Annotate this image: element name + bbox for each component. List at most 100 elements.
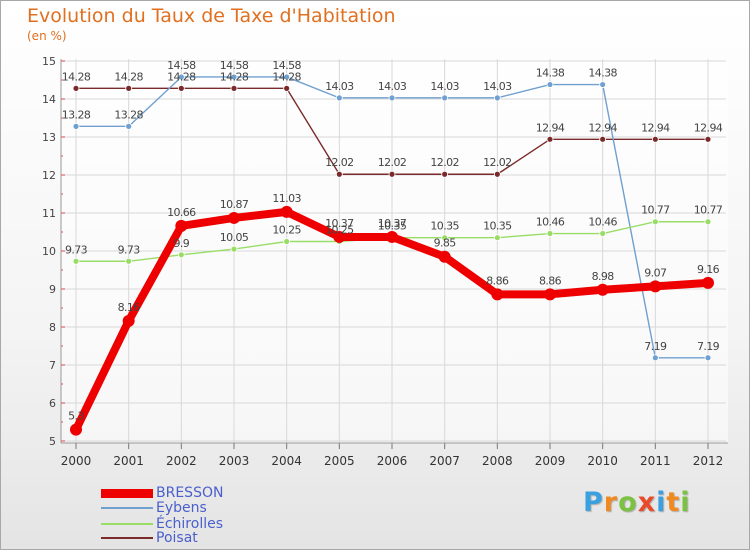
data-point-eybens [441,94,449,102]
legend-swatch-eybens [101,507,153,509]
data-label-poisat: 12.02 [483,156,512,169]
data-point-poisat [177,84,185,92]
x-tick-label: 2007 [429,454,460,468]
data-point-poisat [230,84,238,92]
data-point-echirolles [72,257,80,265]
legend-label-echirolles: Échirolles [156,516,224,532]
proxiti-logo-letter: o [618,487,638,518]
data-point-bresson [491,288,504,301]
data-label-poisat: 14.28 [62,70,91,83]
proxiti-logo: Proxiti [583,487,691,518]
data-label-poisat: 14.28 [272,70,301,83]
data-label-eybens: 7.19 [697,340,720,353]
data-point-echirolles [599,230,607,237]
y-tick-label: 11 [42,207,56,220]
data-point-echirolles [441,234,449,242]
data-label-poisat: 12.94 [694,121,723,134]
data-point-echirolles [704,218,712,226]
y-tick-label: 13 [42,131,56,144]
y-tick-label: 7 [49,359,56,372]
data-point-poisat [599,135,607,143]
data-label-poisat: 12.02 [430,156,459,169]
data-label-echirolles: 10.25 [272,224,301,237]
data-point-eybens [651,354,659,362]
chart-title: Evolution du Taux de Taxe d'Habitation [27,5,396,27]
data-label-echirolles: 10.77 [694,204,723,217]
data-label-bresson: 10.37 [325,217,354,230]
data-point-bresson [122,314,135,327]
legend-swatch-bresson [101,489,153,498]
data-point-poisat [441,170,449,178]
data-point-bresson [280,205,293,218]
x-tick-label: 2001 [113,454,144,468]
data-point-eybens [335,94,343,102]
x-tick-label: 2010 [587,454,618,468]
data-label-echirolles: 10.05 [220,231,249,244]
data-label-eybens: 14.58 [220,59,249,72]
data-point-poisat [651,135,659,143]
data-point-bresson [175,219,188,232]
data-label-bresson: 9.85 [434,237,457,250]
data-point-poisat [72,84,80,92]
legend-label-bresson: BRESSON [156,485,224,501]
y-tick-label: 9 [49,283,56,296]
data-label-echirolles: 10.35 [483,220,512,233]
legend-swatch-poisat [101,537,153,539]
data-label-poisat: 14.28 [220,70,249,83]
data-point-bresson [596,283,609,296]
data-point-bresson [702,276,714,289]
data-label-echirolles: 10.35 [430,220,459,233]
data-label-echirolles: 10.25 [325,224,354,237]
data-point-bresson [438,250,451,263]
data-label-eybens: 14.38 [536,67,565,80]
data-label-poisat: 14.28 [114,70,143,83]
data-label-eybens: 13.28 [62,108,91,121]
data-label-poisat: 12.94 [641,121,670,134]
data-point-eybens [283,73,291,81]
data-label-bresson: 10.66 [167,206,196,219]
proxiti-logo-letter: i [656,487,667,518]
y-tick-label: 14 [42,93,56,106]
proxiti-logo-letter: P [583,487,604,518]
data-point-echirolles [493,234,501,242]
data-point-poisat [335,170,343,178]
data-point-eybens [230,73,238,81]
data-label-eybens: 14.58 [167,59,196,72]
data-point-poisat [388,170,396,178]
y-tick-label: 5 [49,435,56,448]
data-point-eybens [72,122,80,130]
y-tick-label: 12 [42,169,56,182]
data-point-bresson [386,230,398,243]
data-point-eybens [125,122,133,130]
data-point-eybens [493,94,501,102]
data-point-echirolles [125,257,133,265]
data-point-echirolles [230,245,238,253]
data-label-poisat: 12.02 [378,156,407,169]
proxiti-logo-letter: x [637,487,657,518]
data-point-poisat [283,84,291,92]
data-point-eybens [546,81,554,88]
data-point-poisat [493,170,501,178]
x-tick-label: 2009 [535,454,566,468]
x-tick-label: 2012 [693,454,724,468]
data-label-echirolles: 10.46 [588,216,617,229]
x-tick-label: 2003 [219,454,250,468]
data-point-eybens [177,73,185,81]
x-tick-label: 2002 [166,454,197,468]
data-label-echirolles: 9.73 [118,243,141,256]
x-tick-label: 2006 [377,454,408,468]
data-point-eybens [599,81,607,88]
data-point-bresson [228,211,240,224]
legend-label-poisat: Poisat [156,530,198,546]
data-label-poisat: 14.28 [167,70,196,83]
data-label-eybens: 13.28 [114,108,143,121]
data-label-eybens: 14.03 [378,80,407,93]
data-label-poisat: 12.94 [588,121,617,134]
data-label-eybens: 14.38 [588,67,617,80]
data-label-eybens: 7.19 [644,340,667,353]
x-tick-label: 2000 [61,454,92,468]
data-label-echirolles: 10.35 [378,220,407,233]
y-axis-unit-label: (en %) [27,29,67,43]
data-label-eybens: 14.03 [483,80,512,93]
